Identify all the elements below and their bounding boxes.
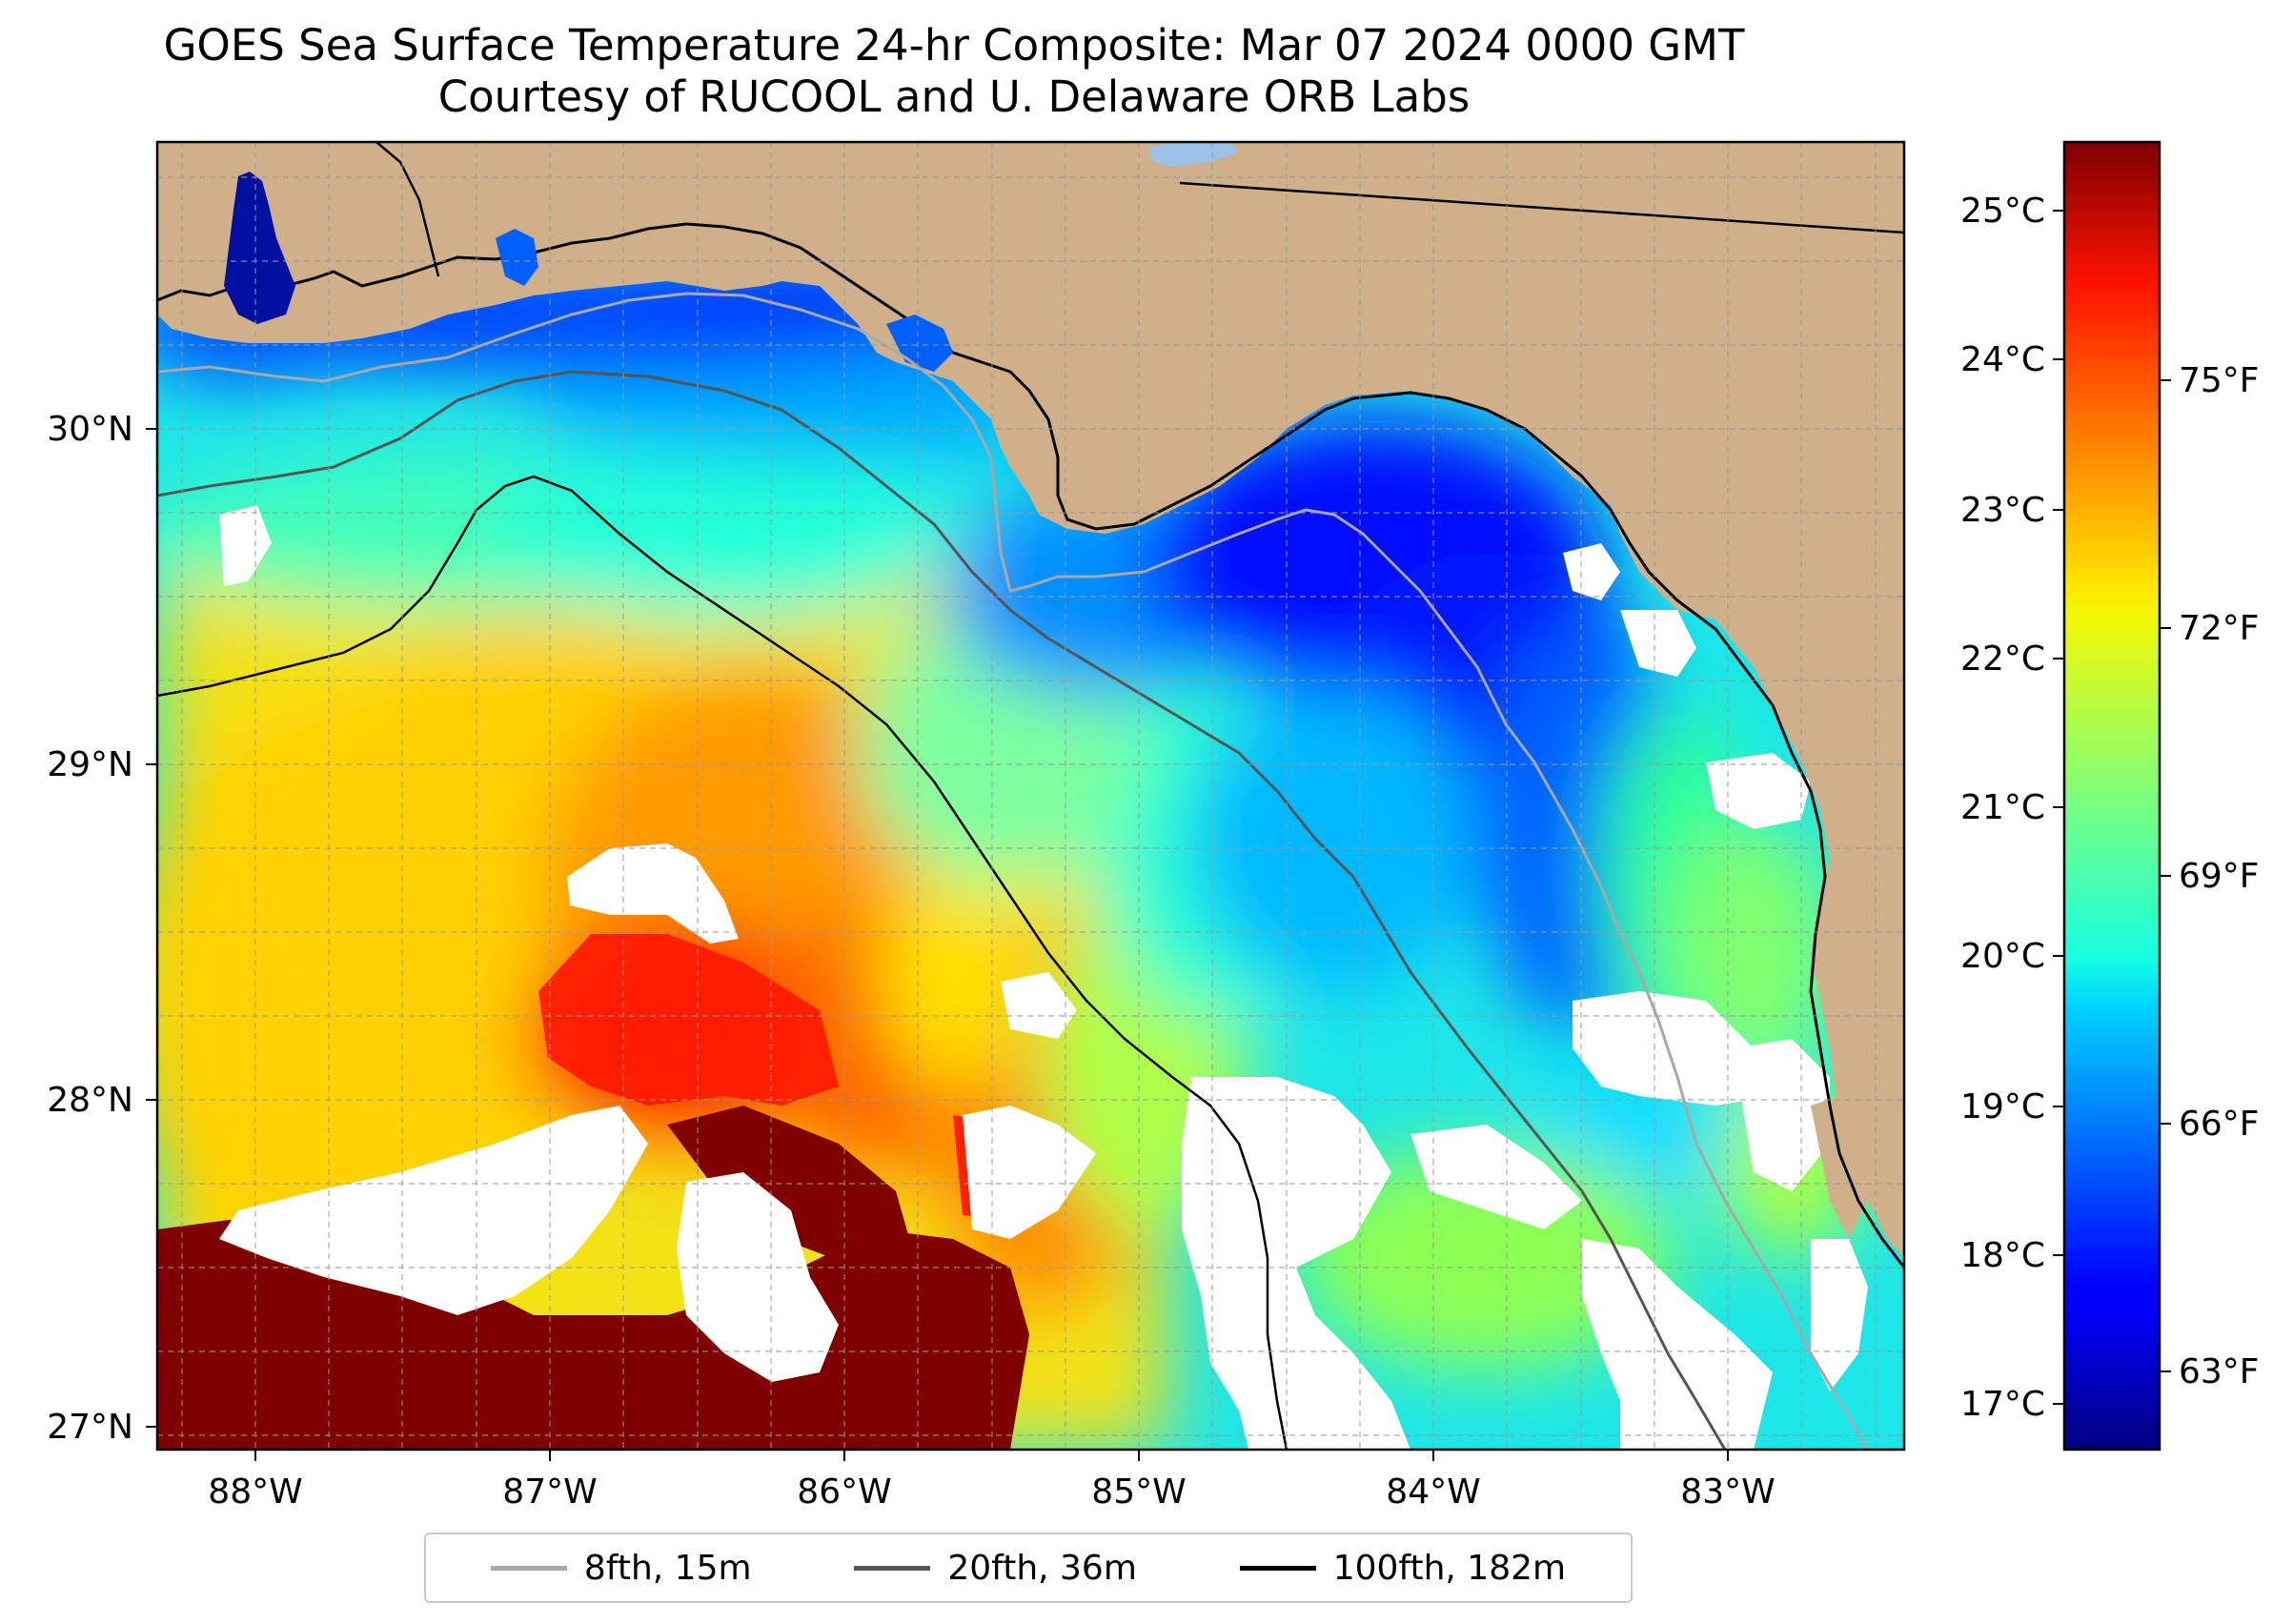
sst-map — [157, 142, 1904, 1450]
cbar-f-tick-72: 72°F — [2179, 609, 2260, 648]
title-line-2: Courtesy of RUCOOL and U. Delaware ORB L… — [437, 71, 1471, 122]
lon-tick-85w: 85°W — [1091, 1472, 1186, 1512]
axis-ticks — [146, 428, 1729, 1461]
lat-tick-29n: 29°N — [47, 745, 133, 784]
state-border-al-fl — [375, 142, 440, 277]
legend-label-20fth: 20fth, 36m — [947, 1548, 1137, 1588]
lon-tick-84w: 84°W — [1386, 1472, 1480, 1512]
legend-line-8fth — [490, 1565, 567, 1571]
cbar-c-tick-20: 20°C — [1960, 937, 2045, 976]
lon-tick-86w: 86°W — [797, 1472, 891, 1512]
colorbar — [2062, 140, 2161, 1451]
coastline — [157, 222, 1904, 1269]
cbar-c-tick-21: 21°C — [1960, 788, 2045, 827]
lat-tick-28n: 28°N — [47, 1081, 133, 1120]
cbar-c-tick-22: 22°C — [1960, 639, 2045, 679]
state-border — [1179, 181, 1904, 234]
legend-entry-100fth: 100fth, 182m — [1239, 1548, 1567, 1588]
map-frame — [155, 140, 1906, 1451]
cbar-c-tick-18: 18°C — [1960, 1236, 2045, 1275]
sst-hot-patch — [667, 1106, 915, 1268]
contour-100fth — [157, 475, 1289, 1450]
lat-tick-30n: 30°N — [47, 410, 133, 449]
no-data-areas — [219, 505, 1868, 1450]
cbar-f-tick-75: 75°F — [2179, 361, 2260, 400]
mobile-bay — [224, 172, 295, 324]
legend-label-100fth: 100fth, 182m — [1332, 1548, 1567, 1588]
title-line-1: GOES Sea Surface Temperature 24-hr Compo… — [163, 20, 1745, 71]
lake-icon — [1148, 142, 1239, 167]
legend-line-20fth — [854, 1565, 931, 1571]
land — [157, 142, 1904, 1258]
contour-20fth — [157, 370, 1727, 1450]
cbar-f-tick-66: 66°F — [2179, 1105, 2260, 1144]
contour-8fth — [157, 292, 1870, 1450]
lon-tick-87w: 87°W — [502, 1472, 597, 1512]
cbar-f-tick-69: 69°F — [2179, 857, 2260, 896]
lat-tick-27n: 27°N — [47, 1408, 133, 1447]
legend-label-8fth: 8fth, 15m — [583, 1548, 752, 1588]
cbar-c-tick-25: 25°C — [1960, 192, 2045, 231]
map-gridlines — [157, 142, 1904, 1450]
cbar-c-tick-17: 17°C — [1960, 1385, 2045, 1424]
contour-legend: 8fth, 15m 20fth, 36m 100fth, 182m — [424, 1533, 1633, 1603]
legend-line-100fth — [1239, 1565, 1316, 1571]
legend-entry-8fth: 8fth, 15m — [490, 1548, 752, 1588]
lon-tick-88w: 88°W — [208, 1472, 302, 1512]
colorbar-ticks — [2053, 210, 2171, 1405]
cbar-c-tick-23: 23°C — [1960, 491, 2045, 530]
legend-entry-20fth: 20fth, 36m — [854, 1549, 1137, 1588]
lon-tick-83w: 83°W — [1680, 1472, 1775, 1512]
bay-2 — [496, 229, 538, 286]
sst-red-patch — [538, 934, 839, 1106]
cbar-f-tick-63: 63°F — [2179, 1352, 2260, 1391]
cbar-c-tick-19: 19°C — [1960, 1087, 2045, 1127]
cbar-c-tick-24: 24°C — [1960, 340, 2045, 379]
